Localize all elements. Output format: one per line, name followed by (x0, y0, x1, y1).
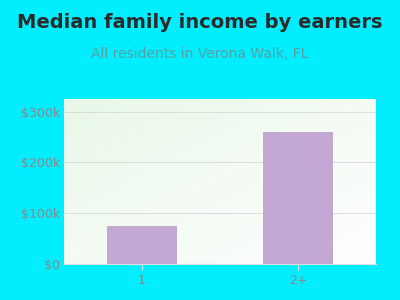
Bar (263, 132, 333, 264)
Text: Median family income by earners: Median family income by earners (17, 14, 383, 32)
Bar (107, 226, 177, 264)
Text: All residents in Verona Walk, FL: All residents in Verona Walk, FL (91, 46, 309, 61)
